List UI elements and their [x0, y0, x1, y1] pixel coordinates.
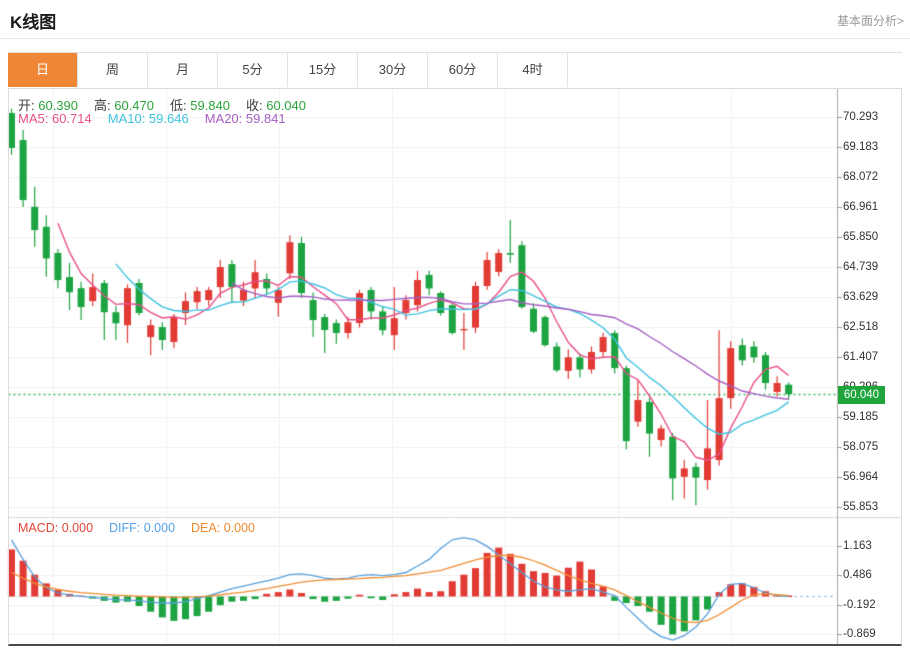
- ma-item-0: MA5: 60.714: [18, 111, 92, 126]
- y-axis-label: 56.964: [843, 471, 879, 483]
- ma-legend: MA5: 60.714 MA10: 59.646 MA20: 59.841: [18, 111, 302, 126]
- tab-period-6[interactable]: 60分: [428, 53, 498, 87]
- y-axis-label: 68.072: [843, 171, 879, 183]
- ma-item-2: MA20: 59.841: [204, 111, 286, 126]
- y-axis-label: 59.185: [843, 411, 879, 423]
- tab-period-5[interactable]: 30分: [358, 53, 428, 87]
- ohlc-item-0: 开: 60.390: [18, 98, 78, 113]
- y-axis-label: -0.869: [843, 628, 876, 641]
- y-axis-label: 70.293: [843, 111, 879, 123]
- header: K线图 基本面分析>: [0, 0, 910, 39]
- fundamental-analysis-link[interactable]: 基本面分析>: [836, 14, 904, 28]
- y-axis-label: 66.961: [843, 201, 879, 213]
- y-axis-label: 61.407: [843, 351, 879, 363]
- ma-item-1: MA10: 59.646: [107, 111, 189, 126]
- tab-period-3[interactable]: 5分: [218, 53, 288, 87]
- macd-item-0: MACD: 0.000: [18, 521, 94, 535]
- y-axis-label: 1.163: [843, 539, 872, 552]
- page-title: K线图: [10, 13, 57, 32]
- macd-item-2: DEA: 0.000: [191, 521, 255, 535]
- period-tab-strip: 日周月 5分 15分 30分 60分 4时: [8, 52, 902, 87]
- y-axis-label: 69.183: [843, 141, 879, 153]
- y-axis-label: 0.486: [843, 569, 872, 582]
- ohlc-legend: 开: 60.390 高: 60.470 低: 59.840 收: 60.040: [18, 95, 322, 114]
- y-axis-label: -0.192: [843, 598, 876, 611]
- macd-item-1: DIFF: 0.000: [109, 521, 176, 535]
- y-axis-label: 65.850: [843, 231, 879, 243]
- ohlc-item-3: 收: 60.040: [246, 98, 306, 113]
- ohlc-item-1: 高: 60.470: [94, 98, 154, 113]
- y-axis-label: 64.739: [843, 261, 879, 273]
- current-price-marker: 60.040: [838, 386, 885, 404]
- y-axis-label: 55.853: [843, 501, 879, 513]
- tab-period-0[interactable]: 日: [8, 53, 78, 87]
- y-axis-label: 63.629: [843, 291, 879, 303]
- tab-period-4[interactable]: 15分: [288, 53, 358, 87]
- y-axis-label: 62.518: [843, 321, 879, 333]
- tab-period-2[interactable]: 月: [148, 53, 218, 87]
- ohlc-item-2: 低: 59.840: [170, 98, 230, 113]
- y-axis-label: 58.075: [843, 441, 879, 453]
- tab-period-7[interactable]: 4时: [498, 53, 568, 87]
- macd-legend: MACD: 0.000 DIFF: 0.000 DEA: 0.000: [18, 521, 271, 535]
- tab-period-1[interactable]: 周: [78, 53, 148, 87]
